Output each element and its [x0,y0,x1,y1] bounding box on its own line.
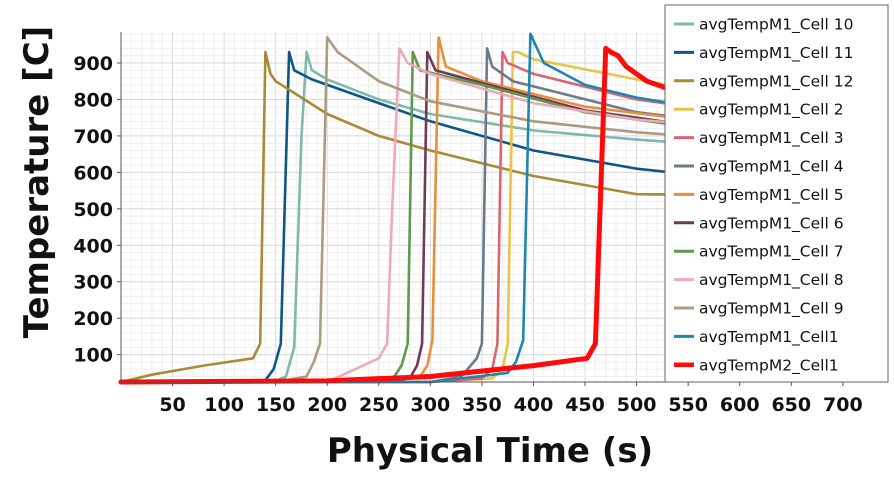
y-tick-label: 500 [73,199,113,221]
legend-label: avgTempM1_Cell 5 [699,186,844,205]
x-tick-label: 550 [668,394,708,416]
x-tick-label: 150 [256,394,296,416]
x-tick-label: 650 [771,394,811,416]
series-line-10 [119,47,850,384]
x-axis-title: Physical Time (s) [327,431,653,471]
x-tick-label: 300 [411,394,451,416]
y-tick-label: 200 [73,308,113,330]
legend-label: avgTempM1_Cell 4 [699,158,844,177]
series-lines [118,32,851,385]
y-tick-label: 100 [73,345,113,367]
legend-label: avgTempM2_Cell1 [699,356,839,375]
x-tick-label: 350 [462,394,502,416]
x-tick-label: 50 [159,394,185,416]
legend-label: avgTempM1_Cell 12 [699,72,853,91]
legend-label: avgTempM1_Cell 2 [699,101,844,120]
legend-label: avgTempM1_Cell 3 [699,129,844,148]
y-tick-label: 600 [73,162,113,184]
legend-label: avgTempM1_Cell 11 [699,44,853,63]
x-tick-label: 100 [204,394,244,416]
y-tick-label: 800 [73,89,113,111]
y-axis-title: Temperature [C] [17,26,57,338]
y-tick-label: 900 [73,53,113,75]
x-tick-label: 200 [307,394,347,416]
x-tick-label: 600 [720,394,760,416]
x-tick-labels: 50 100 150 200 250 300 350 400 450 500 550 600 650 70… [159,382,863,416]
y-tick-label: 300 [73,272,113,294]
x-tick-label: 400 [514,394,554,416]
y-tick-label: 400 [73,235,113,257]
legend-label: avgTempM1_Cell1 [699,328,839,347]
x-tick-label: 500 [617,394,657,416]
series-line-11 [119,36,850,384]
y-tick-labels: 100 200 300 400 500 600 700 800 900 [73,53,121,367]
series-line-3 [119,50,850,384]
legend-label: avgTempM1_Cell 6 [699,214,844,233]
legend-label: avgTempM1_Cell 9 [699,300,844,319]
legend: avgTempM1_Cell 10 avgTempM1_Cell 11 avgTem… [664,4,889,383]
legend-label: avgTempM1_Cell 10 [699,16,853,35]
legend-label: avgTempM1_Cell 8 [699,271,844,290]
x-tick-label: 450 [565,394,605,416]
series-line-2 [119,50,850,384]
x-tick-label: 700 [823,394,863,416]
x-tick-label: 250 [359,394,399,416]
legend-label: avgTempM1_Cell 7 [699,243,844,262]
y-tick-label: 700 [73,126,113,148]
legend-box [664,4,889,383]
